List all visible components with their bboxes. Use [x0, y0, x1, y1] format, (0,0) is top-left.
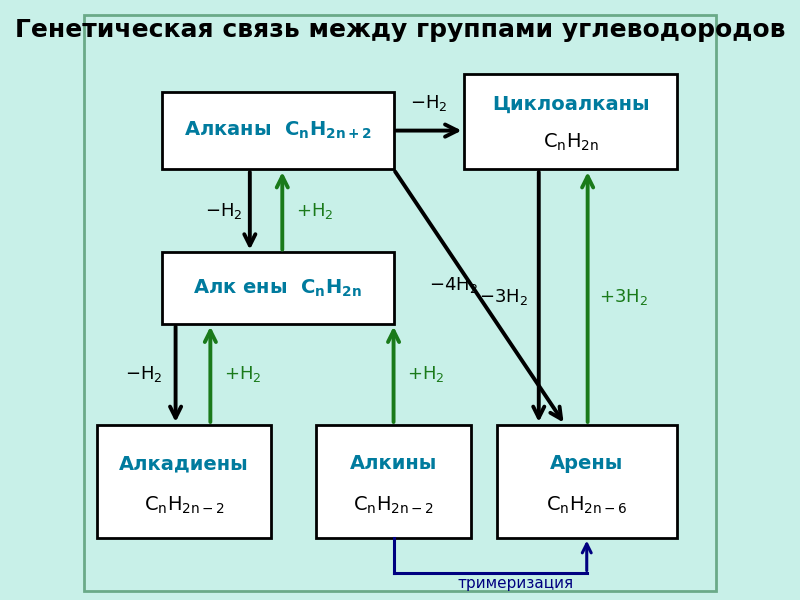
FancyBboxPatch shape [162, 92, 394, 169]
FancyBboxPatch shape [316, 425, 471, 538]
Text: $\mathregular{+3H_2}$: $\mathregular{+3H_2}$ [598, 287, 647, 307]
Text: $\mathregular{C_nH_{2n-2}}$: $\mathregular{C_nH_{2n-2}}$ [144, 494, 225, 516]
Text: $\mathregular{-4H_2}$: $\mathregular{-4H_2}$ [429, 275, 478, 295]
Text: $\mathregular{+H_2}$: $\mathregular{+H_2}$ [224, 364, 262, 385]
Text: Алкадиены: Алкадиены [119, 454, 249, 473]
Text: $\mathregular{-H_2}$: $\mathregular{-H_2}$ [125, 364, 162, 385]
Text: $\mathregular{+H_2}$: $\mathregular{+H_2}$ [296, 201, 334, 221]
Text: $\mathregular{C_nH_{2n}}$: $\mathregular{C_nH_{2n}}$ [542, 132, 598, 153]
Text: тримеризация: тримеризация [458, 577, 574, 592]
Text: $\mathregular{C_nH_{2n-2}}$: $\mathregular{C_nH_{2n-2}}$ [353, 494, 434, 516]
Text: Алкины: Алкины [350, 454, 438, 473]
Text: $\mathregular{-3H_2}$: $\mathregular{-3H_2}$ [479, 287, 528, 307]
FancyBboxPatch shape [162, 253, 394, 324]
Text: $\mathregular{-H_2}$: $\mathregular{-H_2}$ [410, 93, 448, 113]
Text: Арены: Арены [550, 454, 623, 473]
Text: Генетическая связь между группами углеводородов: Генетическая связь между группами углево… [14, 17, 786, 41]
FancyBboxPatch shape [98, 425, 271, 538]
Text: $\mathregular{C_nH_{2n-6}}$: $\mathregular{C_nH_{2n-6}}$ [546, 494, 628, 516]
Text: $\mathregular{+H_2}$: $\mathregular{+H_2}$ [407, 364, 445, 385]
FancyBboxPatch shape [464, 74, 677, 169]
Text: Алк ены  $\mathregular{C_nH_{2n}}$: Алк ены $\mathregular{C_nH_{2n}}$ [194, 277, 362, 299]
Text: Алканы  $\mathregular{C_nH_{2n+2}}$: Алканы $\mathregular{C_nH_{2n+2}}$ [184, 120, 372, 141]
FancyBboxPatch shape [497, 425, 677, 538]
Text: $\mathregular{-H_2}$: $\mathregular{-H_2}$ [206, 201, 243, 221]
Text: Циклоалканы: Циклоалканы [492, 94, 650, 113]
